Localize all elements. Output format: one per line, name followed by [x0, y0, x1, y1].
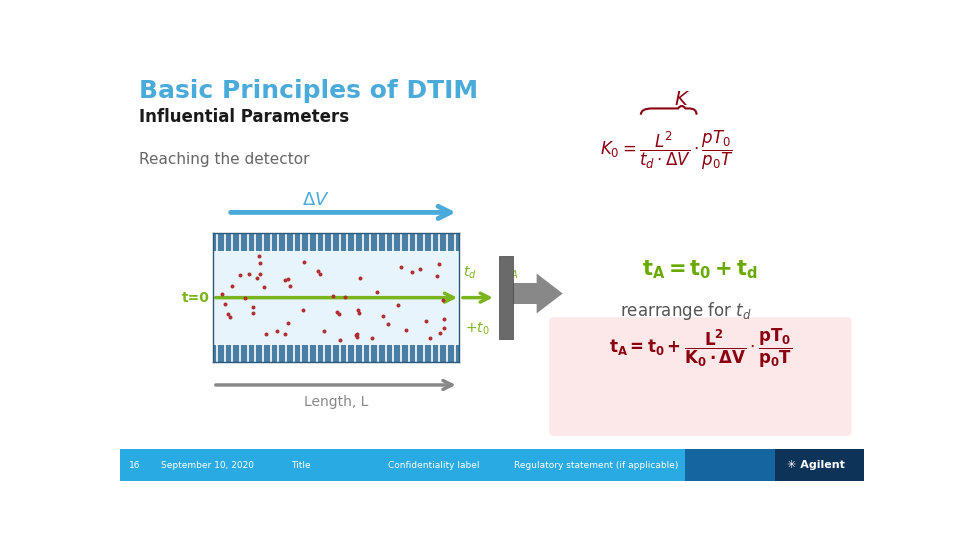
Point: [280, 275, 296, 284]
Point: [349, 332, 365, 341]
Point: [259, 330, 275, 339]
Point: [349, 329, 365, 338]
Point: [242, 270, 257, 279]
Point: [277, 275, 293, 284]
Text: Length, L: Length, L: [303, 395, 368, 409]
FancyBboxPatch shape: [213, 233, 459, 251]
Point: [412, 265, 427, 274]
Text: $K_0 = \dfrac{L^2}{t_d \cdot \Delta V} \cdot \dfrac{pT_0}{p_0 T}$: $K_0 = \dfrac{L^2}{t_d \cdot \Delta V} \…: [600, 129, 733, 172]
Text: Regulatory statement (if applicable): Regulatory statement (if applicable): [515, 461, 679, 469]
Point: [435, 296, 450, 305]
Point: [432, 328, 447, 337]
Point: [352, 274, 368, 282]
Text: $K$: $K$: [674, 90, 689, 109]
Point: [238, 294, 253, 302]
Text: $\Delta V$: $\Delta V$: [302, 191, 330, 209]
Point: [431, 260, 446, 269]
Point: [364, 334, 379, 342]
Point: [246, 303, 261, 312]
Point: [277, 330, 293, 339]
Point: [348, 330, 363, 339]
Point: [398, 326, 414, 335]
Point: [217, 300, 232, 308]
Point: [295, 306, 310, 314]
Point: [337, 293, 352, 301]
Point: [351, 308, 367, 317]
FancyBboxPatch shape: [507, 283, 537, 304]
Text: rearrange for $t_d$: rearrange for $t_d$: [619, 300, 752, 322]
Text: Basic Principles of DTIM: Basic Principles of DTIM: [138, 79, 478, 103]
Point: [332, 336, 348, 345]
FancyBboxPatch shape: [499, 256, 513, 339]
Text: September 10, 2020: September 10, 2020: [161, 461, 253, 469]
Point: [249, 274, 264, 282]
FancyBboxPatch shape: [120, 449, 864, 481]
Point: [214, 289, 229, 298]
Text: t=0: t=0: [181, 291, 209, 305]
Point: [280, 319, 296, 328]
Point: [331, 309, 347, 318]
FancyBboxPatch shape: [213, 345, 459, 362]
Text: ✳ Agilent: ✳ Agilent: [786, 460, 845, 470]
Text: Confidentiality label: Confidentiality label: [388, 461, 479, 469]
Point: [232, 271, 248, 280]
Point: [246, 308, 261, 317]
FancyBboxPatch shape: [775, 449, 864, 481]
Point: [393, 262, 408, 271]
FancyBboxPatch shape: [213, 251, 459, 345]
Text: $t_A$: $t_A$: [505, 265, 518, 281]
Point: [316, 326, 331, 335]
Point: [422, 334, 438, 342]
Point: [312, 270, 327, 279]
Text: $\mathbf{t_A = t_0 +} \dfrac{\mathbf{L^2}}{\mathbf{K_0 \cdot \Delta V}} \cdot \d: $\mathbf{t_A = t_0 +} \dfrac{\mathbf{L^2…: [609, 327, 792, 370]
Point: [370, 288, 385, 296]
Point: [375, 312, 391, 321]
Point: [429, 272, 444, 280]
Point: [404, 267, 420, 276]
Polygon shape: [537, 274, 563, 313]
Point: [252, 270, 268, 279]
Text: Reaching the detector: Reaching the detector: [138, 152, 309, 167]
Point: [223, 313, 238, 321]
Point: [252, 259, 268, 267]
Point: [419, 316, 434, 325]
Point: [325, 292, 341, 300]
FancyBboxPatch shape: [685, 449, 775, 481]
Point: [252, 252, 267, 260]
Point: [349, 306, 365, 314]
Point: [391, 301, 406, 309]
Point: [270, 327, 285, 335]
Point: [220, 309, 235, 318]
Text: Title: Title: [291, 461, 311, 469]
Point: [436, 315, 451, 323]
FancyBboxPatch shape: [549, 317, 852, 436]
Text: $t_d$: $t_d$: [463, 265, 476, 281]
Text: 16: 16: [129, 461, 140, 469]
Point: [310, 266, 325, 275]
Text: $\mathbf{t_A = t_0 + t_d}$: $\mathbf{t_A = t_0 + t_d}$: [642, 258, 758, 281]
Point: [225, 281, 240, 290]
Text: $+t_0$: $+t_0$: [465, 321, 490, 337]
Text: Influential Parameters: Influential Parameters: [138, 109, 348, 126]
Point: [380, 319, 396, 328]
Point: [255, 283, 271, 292]
Point: [437, 324, 452, 333]
Point: [297, 257, 312, 266]
Point: [282, 282, 298, 291]
Point: [329, 308, 345, 316]
